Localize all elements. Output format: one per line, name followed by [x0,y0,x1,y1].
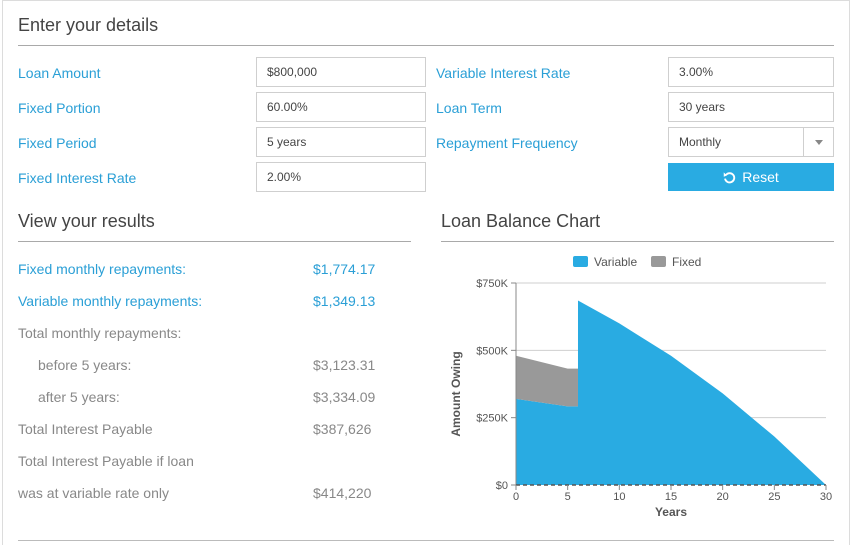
variable-repayment-value: $1,349.13 [313,293,376,309]
reset-button[interactable]: Reset [668,163,834,191]
variable-rate-input[interactable] [668,57,834,87]
loan-amount-input[interactable] [256,57,426,87]
after-period-label: after 5 years: [38,389,120,405]
x-axis-title: Years [655,505,687,519]
fixed-repayment-label: Fixed monthly repayments: [18,261,187,277]
bottom-divider [18,540,834,541]
y-tick-label: $500K [476,345,508,357]
variable-only-interest-label-line1: Total Interest Payable if loan [18,453,194,469]
refresh-icon [723,171,736,183]
legend-label-fixed: Fixed [672,255,701,269]
x-tick-label: 0 [513,491,519,503]
fixed-rate-input[interactable] [256,162,426,192]
fixed-portion-label: Fixed Portion [18,100,101,116]
chevron-down-icon[interactable] [803,128,833,156]
reset-label: Reset [742,169,779,185]
total-interest-value: $387,626 [313,421,372,437]
results-divider [18,241,411,242]
details-divider [18,45,834,46]
chart-heading: Loan Balance Chart [441,211,601,231]
repayment-frequency-label: Repayment Frequency [436,135,578,151]
variable-repayment-label: Variable monthly repayments: [18,293,203,309]
y-tick-label: $250K [476,413,508,425]
legend-swatch-variable [573,256,588,267]
x-tick-label: 15 [665,491,677,503]
before-period-label: before 5 years: [38,357,132,373]
loan-term-label: Loan Term [436,100,502,116]
x-tick-label: 30 [820,491,832,503]
results-heading: View your results [18,211,155,231]
loan-amount-label: Loan Amount [18,65,101,81]
series-fixed-area [516,355,578,407]
fixed-rate-label: Fixed Interest Rate [18,170,137,186]
loan-balance-chart: Variable Fixed $0 $250K $500K $750K 0 5 10 15 20 25… [449,255,832,519]
fixed-portion-input[interactable] [256,92,426,122]
legend-swatch-fixed [651,256,666,267]
y-tick-label: $750K [476,278,508,290]
series-variable-area [516,300,826,485]
y-axis-title: Amount Owing [449,351,463,436]
total-repayments-label: Total monthly repayments: [18,325,182,341]
before-period-value: $3,123.31 [313,357,376,373]
variable-only-interest-value: $414,220 [313,485,372,501]
fixed-period-input[interactable] [256,127,426,157]
fixed-period-label: Fixed Period [18,135,97,151]
total-interest-label: Total Interest Payable [18,421,153,437]
after-period-value: $3,334.09 [313,389,376,405]
loan-term-input[interactable] [668,92,834,122]
x-tick-label: 5 [565,491,571,503]
fixed-repayment-value: $1,774.17 [313,261,376,277]
variable-only-interest-label-line2: was at variable rate only [18,485,169,501]
details-heading: Enter your details [18,15,159,35]
chart-divider [441,241,834,242]
x-tick-label: 25 [768,491,780,503]
x-tick-label: 10 [613,491,625,503]
repayment-frequency-select[interactable]: Monthly [668,127,834,157]
y-tick-label: $0 [496,480,508,492]
legend-label-variable: Variable [594,255,637,269]
variable-rate-label: Variable Interest Rate [436,65,571,81]
x-tick-label: 20 [717,491,729,503]
repayment-frequency-value: Monthly [679,135,722,149]
